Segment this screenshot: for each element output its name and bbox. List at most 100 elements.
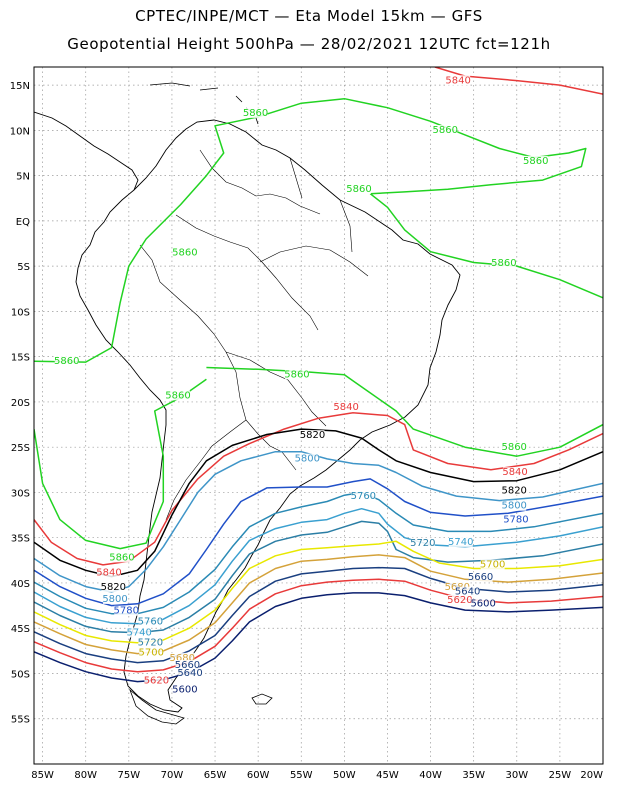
- contour-5840: [434, 67, 603, 95]
- contour-label: 5760: [138, 617, 163, 628]
- contour-label-bg: [523, 155, 548, 166]
- contour-5860: [369, 193, 603, 299]
- map-frame: [33, 66, 604, 765]
- contour-label: 5820: [300, 430, 325, 441]
- contour-label: 5860: [346, 184, 371, 195]
- contour-label: 5720: [410, 538, 435, 549]
- contour-label: 5760: [351, 491, 376, 502]
- lat-tick-label: 15N: [10, 81, 30, 92]
- contour-label-bg: [103, 593, 128, 604]
- contour-label: 5820: [501, 485, 526, 496]
- contour-label-bg: [101, 582, 126, 593]
- lon-tick-label: 35W: [462, 770, 485, 781]
- tierra-del-fuego: [129, 688, 185, 725]
- lon-tick-label: 85W: [31, 770, 54, 781]
- contour-label-bg: [410, 537, 435, 548]
- contour-label-bg: [138, 637, 163, 648]
- contour-5620: [34, 592, 603, 683]
- contour-label: 5860: [501, 442, 526, 453]
- lon-tick-label: 25W: [549, 770, 572, 781]
- contour-label: 5800: [295, 454, 320, 465]
- contour-label-bg: [503, 514, 528, 525]
- lat-tick-label: 10N: [10, 126, 30, 137]
- central-america-coast: [34, 111, 139, 191]
- contour-label-bg: [446, 75, 471, 86]
- contour-5840: [34, 412, 603, 566]
- caribbean-islands: [149, 82, 259, 125]
- contour-label-bg: [284, 369, 309, 380]
- falkland-islands: [251, 693, 273, 705]
- contour-label: 5680: [170, 653, 195, 664]
- contour-label: 5620: [144, 675, 169, 686]
- contour-label: 5640: [455, 587, 480, 598]
- lat-tick-label: 5S: [17, 262, 30, 273]
- lon-tick-label: 50W: [333, 770, 356, 781]
- lon-tick-label: 45W: [376, 770, 399, 781]
- contour-label-bg: [480, 559, 505, 570]
- lat-tick-label: 35S: [11, 534, 30, 545]
- lat-tick-label: 30S: [11, 488, 30, 499]
- contour-label: 5600: [172, 684, 197, 695]
- contour-label-bg: [347, 183, 372, 194]
- contour-label: 5840: [333, 402, 358, 413]
- contour-label: 5860: [523, 156, 548, 167]
- country-borders: [139, 149, 369, 521]
- lat-tick-label: 15S: [11, 353, 30, 364]
- lon-tick-label: 40W: [419, 770, 442, 781]
- lat-tick-label: 50S: [11, 669, 30, 680]
- lat-tick-label: 20S: [11, 398, 30, 409]
- lon-tick-label: 65W: [204, 770, 227, 781]
- contour-label-bg: [502, 441, 527, 452]
- lat-tick-label: 10S: [11, 307, 30, 318]
- contour-label-bg: [165, 390, 190, 401]
- contour-label: 5860: [284, 369, 309, 380]
- lon-tick-label: 30W: [505, 770, 528, 781]
- map-title: CPTEC/INPE/MCT — Eta Model 15km — GFS: [135, 7, 483, 25]
- contour-label-bg: [138, 616, 163, 627]
- contour-label-bg: [178, 668, 203, 679]
- contour-label: 5860: [54, 356, 79, 367]
- contour-label: 5860: [433, 125, 458, 136]
- contour-label: 5740: [448, 537, 473, 548]
- contour-label: 5740: [126, 627, 151, 638]
- contour-label-bg: [351, 490, 376, 501]
- contour-label-bg: [448, 536, 473, 547]
- contour-label-bg: [447, 594, 472, 605]
- contour-label: 5860: [165, 390, 190, 401]
- contour-label: 5860: [243, 108, 268, 119]
- contour-5740: [34, 507, 603, 625]
- contour-label: 5780: [114, 606, 139, 617]
- lat-tick-label: 5N: [16, 172, 30, 183]
- contour-label: 5860: [109, 552, 134, 563]
- contour-label-bg: [243, 107, 268, 118]
- lat-tick-label: 55S: [11, 715, 30, 726]
- contour-label-bg: [175, 660, 200, 671]
- contour-5860: [206, 366, 603, 457]
- contour-label-bg: [295, 453, 320, 464]
- lon-tick-label: 70W: [161, 770, 184, 781]
- contour-label-bg: [433, 125, 458, 136]
- lat-tick-label: 25S: [11, 443, 30, 454]
- contour-label-bg: [114, 605, 139, 616]
- contour-label: 5700: [480, 560, 505, 571]
- lon-tick-label: 55W: [290, 770, 313, 781]
- contour-label: 5780: [503, 514, 528, 525]
- contour-label-bg: [144, 675, 169, 686]
- contour-label: 5620: [447, 595, 472, 606]
- contour-5780: [34, 478, 603, 607]
- contour-labels: 5840 5860 5860 5860 5860 5860 5860 5860 5860 5860…: [54, 75, 548, 695]
- contour-label-bg: [54, 355, 79, 366]
- lat-tick-label: 45S: [11, 624, 30, 635]
- contour-label: 5700: [139, 647, 164, 658]
- lon-tick-label: 80W: [74, 770, 97, 781]
- contour-label: 5660: [175, 660, 200, 671]
- contour-5680: [34, 554, 603, 655]
- map-subtitle: Geopotential Height 500hPa — 28/02/2021 …: [67, 35, 551, 53]
- contour-label: 5840: [445, 75, 470, 86]
- contour-label-bg: [502, 485, 527, 496]
- contour-5860: [34, 97, 587, 363]
- contour-label-bg: [139, 647, 164, 658]
- contour-label: 5800: [501, 501, 526, 512]
- contour-label-bg: [172, 247, 197, 258]
